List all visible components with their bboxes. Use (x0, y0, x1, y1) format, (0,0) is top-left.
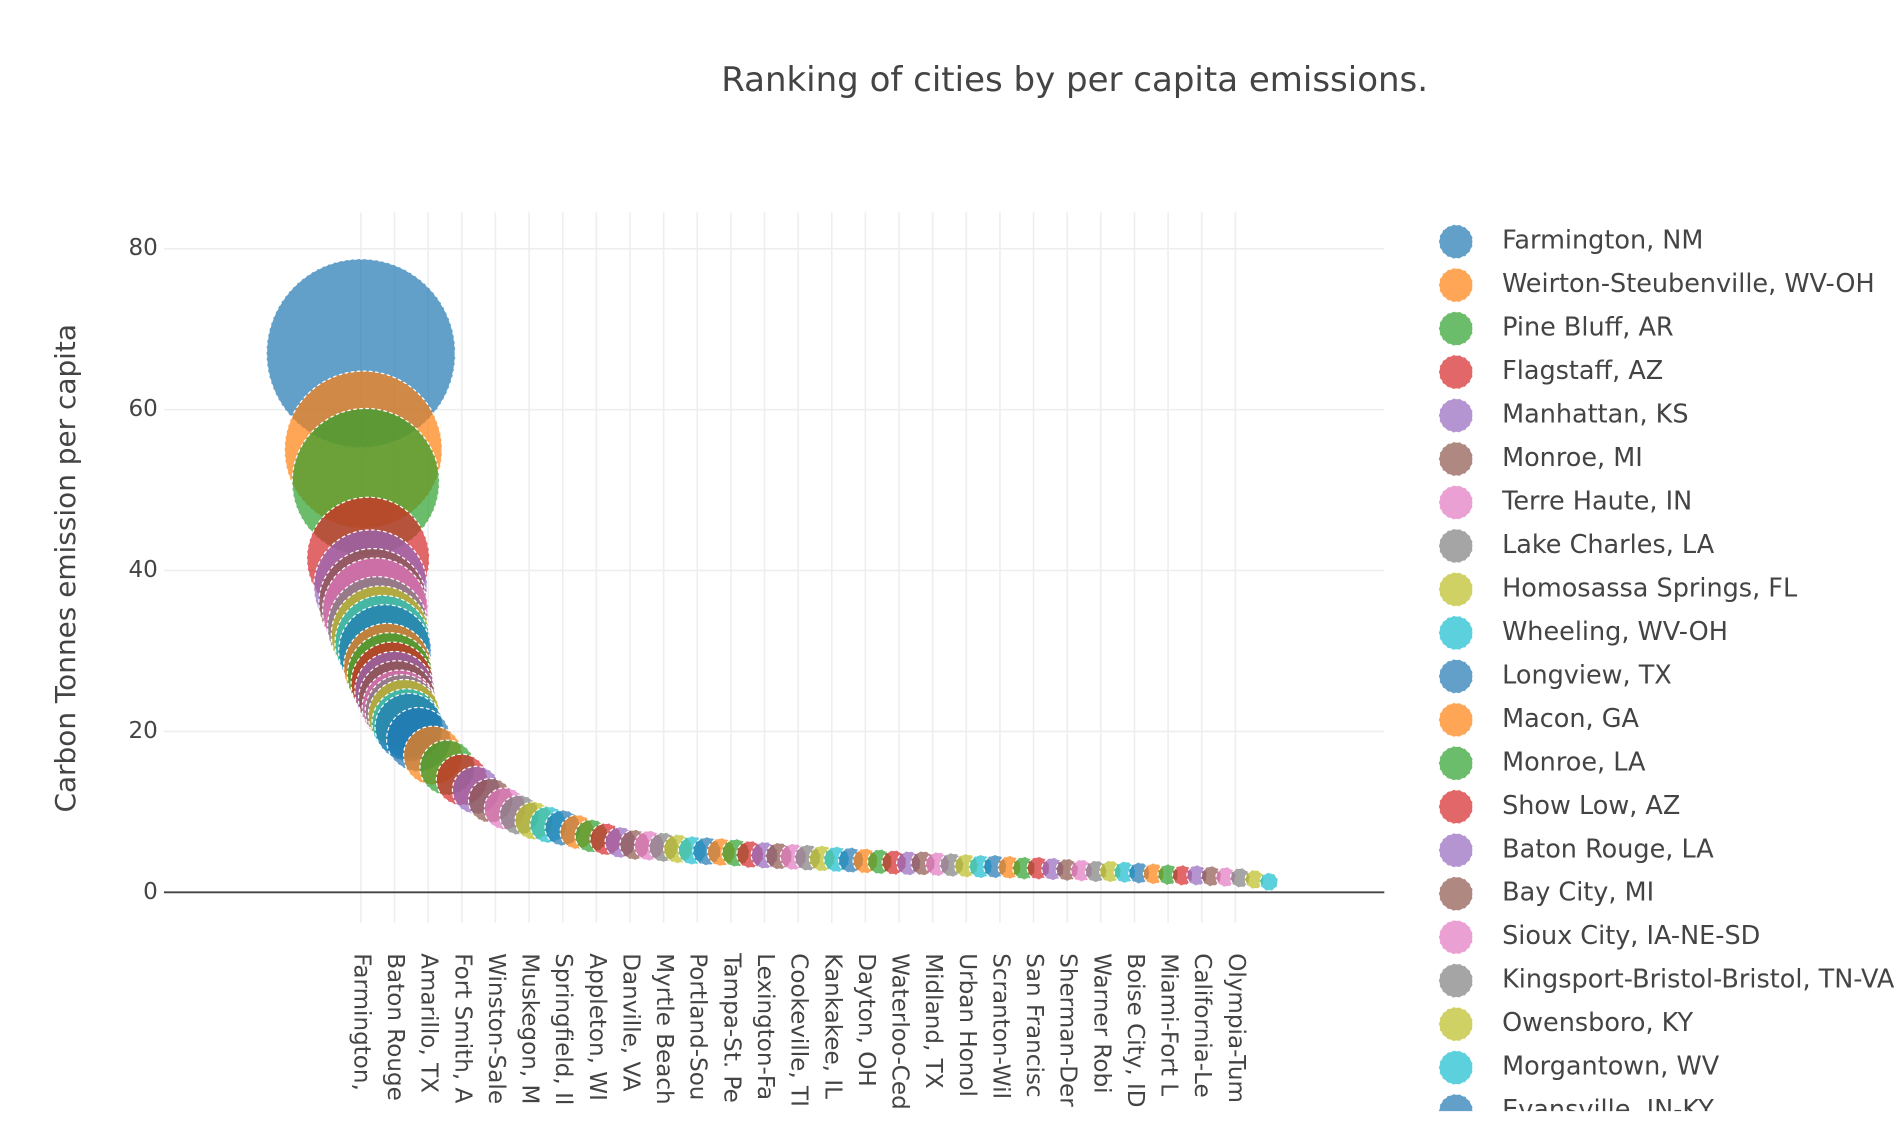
legend-marker (1438, 354, 1474, 390)
y-tick-label: 20 (128, 718, 157, 744)
legend-label: Owensboro, KY (1502, 1008, 1693, 1038)
legend-marker (1438, 1006, 1474, 1042)
legend-label: Monroe, MI (1502, 443, 1643, 473)
x-tick-label: Amarillo, TX (416, 953, 442, 1093)
legend-marker (1438, 267, 1474, 303)
x-tick-label: Dayton, OH (853, 953, 879, 1086)
legend-marker (1438, 832, 1474, 868)
x-tick-label: Midland, TX (920, 953, 946, 1088)
legend-label: Terre Haute, IN (1501, 486, 1692, 516)
x-tick-label: Olympia-Tum (1223, 953, 1249, 1103)
bubble (1259, 872, 1279, 892)
x-tick-label: San Francisc (1021, 953, 1047, 1097)
legend-label: Manhattan, KS (1502, 400, 1688, 430)
x-tick-label: Lexington-Fa (752, 953, 778, 1100)
legend-label: Monroe, LA (1502, 747, 1646, 777)
legend-label: Bay City, MI (1502, 878, 1654, 908)
legend-marker (1438, 484, 1474, 521)
legend-marker (1438, 571, 1474, 608)
y-tick-label: 40 (128, 557, 157, 583)
legend-marker (1438, 397, 1474, 434)
legend-marker (1438, 876, 1474, 912)
x-tick-label: Fort Smith, A (449, 953, 475, 1103)
legend-label: Evansville, IN-KY (1502, 1095, 1714, 1125)
x-tick-label: Cookeville, TI (786, 953, 812, 1107)
legend-label: Lake Charles, LA (1502, 530, 1715, 560)
legend-label: Show Low, AZ (1502, 791, 1680, 821)
legend-marker (1438, 789, 1474, 825)
chart-root: Ranking of cities by per capita emission… (49, 60, 1895, 1125)
legend-label: Farmington, NM (1502, 226, 1703, 256)
legend-marker (1438, 963, 1474, 999)
x-tick-label: Farmington, (348, 953, 374, 1091)
x-tick-label: Portland-Sou (685, 953, 711, 1100)
legend-label: Baton Rouge, LA (1502, 834, 1714, 864)
x-tick-label: Muskegon, M (517, 953, 543, 1104)
legend-label: Kingsport-Bristol-Bristol, TN-VA (1502, 965, 1895, 995)
x-tick-label: Danville, VA (617, 953, 643, 1092)
x-tick-label: Boise City, ID (1122, 953, 1148, 1107)
legend-marker (1438, 745, 1474, 781)
x-tick-label: Winston-Sale (483, 953, 509, 1104)
legend-label: Homosassa Springs, FL (1502, 573, 1798, 603)
x-tick-label: Appleton, WI (584, 953, 610, 1101)
y-axis-title: Carbon Tonnes emission per capita (49, 324, 82, 812)
legend-marker (1438, 702, 1474, 738)
x-tick-label: California-Le (1189, 953, 1215, 1097)
x-tick-label: Tampa-St. Pe (718, 952, 744, 1103)
legend-label: Macon, GA (1502, 704, 1639, 734)
legend-marker (1438, 528, 1474, 564)
x-axis: Farmington, Baton Rouge Amarillo, TX Fort S… (348, 952, 1248, 1109)
legend-marker (1438, 441, 1474, 477)
y-tick-label: 0 (143, 879, 158, 905)
legend-label: Pine Bluff, AR (1502, 313, 1674, 343)
x-tick-label: Scranton-Wil (987, 953, 1013, 1099)
x-tick-label: Kankakee, IL (819, 953, 845, 1099)
legend-label: Sioux City, IA-NE-SD (1502, 921, 1760, 951)
legend-marker (1438, 658, 1474, 694)
x-tick-label: Myrtle Beach (651, 953, 677, 1104)
x-tick-label: Warner Robi (1088, 953, 1114, 1093)
legend-label: Longview, TX (1502, 660, 1672, 690)
legend-marker (1438, 224, 1474, 260)
legend-marker (1438, 310, 1474, 347)
y-tick-label: 80 (128, 235, 157, 261)
x-tick-label: Baton Rouge (382, 953, 408, 1101)
x-tick-label: Sherman-Der (1055, 953, 1081, 1107)
x-tick-label: Springfield, Il (550, 953, 576, 1105)
legend-marker (1438, 615, 1474, 651)
legend: Farmington, NM Weirton-Steubenville, WV-O… (1438, 224, 1895, 1125)
legend-label: Morgantown, WV (1502, 1052, 1720, 1082)
x-tick-label: Miami-Fort L (1156, 953, 1182, 1096)
legend-marker (1438, 919, 1474, 955)
y-tick-label: 60 (128, 396, 157, 422)
x-tick-label: Waterloo-Ced (887, 953, 913, 1109)
x-tick-label: Urban Honol (954, 953, 980, 1097)
legend-label: Wheeling, WV-OH (1502, 617, 1728, 647)
legend-marker (1438, 1050, 1474, 1086)
legend-label: Flagstaff, AZ (1502, 356, 1663, 386)
chart-title: Ranking of cities by per capita emission… (721, 60, 1428, 100)
legend-marker (1438, 1093, 1474, 1112)
legend-label: Weirton-Steubenville, WV-OH (1502, 269, 1875, 299)
plot-area (265, 258, 1279, 892)
